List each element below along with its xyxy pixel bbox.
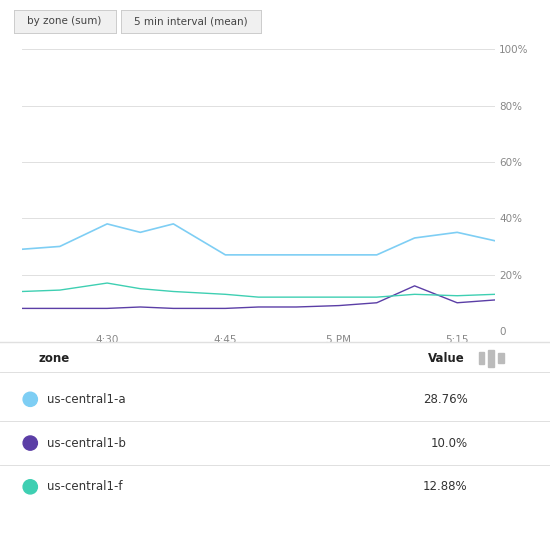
Text: us-central1-a: us-central1-a — [47, 393, 125, 406]
Text: us-central1-f: us-central1-f — [47, 480, 122, 493]
Text: 28.76%: 28.76% — [423, 393, 467, 406]
Text: zone: zone — [39, 352, 70, 365]
Text: us-central1-b: us-central1-b — [47, 437, 125, 450]
Text: by zone (sum): by zone (sum) — [28, 16, 102, 26]
Text: 10.0%: 10.0% — [430, 437, 468, 450]
Text: Value: Value — [428, 352, 465, 365]
Text: 5 min interval (mean): 5 min interval (mean) — [134, 16, 248, 26]
Text: 12.88%: 12.88% — [423, 480, 467, 493]
